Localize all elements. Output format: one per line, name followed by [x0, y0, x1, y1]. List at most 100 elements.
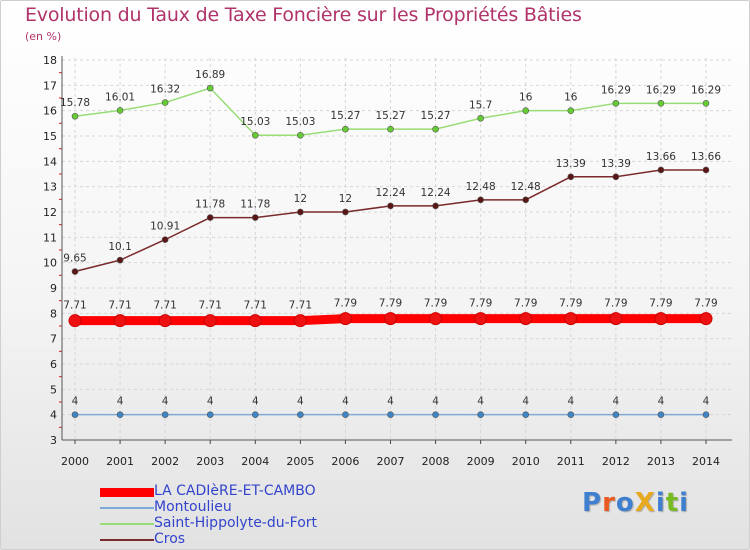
legend-item: Saint-Hippolyte-du-Fort	[100, 515, 360, 532]
data-label: 12	[339, 193, 352, 205]
data-point	[477, 411, 484, 418]
y-tick-label: 8	[50, 307, 57, 320]
data-point	[248, 314, 262, 328]
data-label: 15.7	[469, 99, 492, 111]
data-label: 7.79	[514, 298, 537, 310]
x-tick-label: 2009	[467, 455, 495, 468]
data-label: 16.29	[646, 84, 676, 96]
data-label: 10.91	[150, 221, 180, 233]
data-point	[203, 314, 217, 328]
data-point	[702, 166, 710, 174]
data-point	[612, 173, 620, 181]
data-label: 4	[342, 396, 349, 408]
data-point	[657, 411, 665, 418]
data-point	[116, 256, 124, 264]
data-point	[432, 202, 439, 210]
y-tick-label: 3	[50, 434, 57, 447]
data-label: 7.71	[63, 300, 86, 312]
x-tick-label: 2007	[377, 455, 405, 468]
x-tick-label: 2012	[602, 455, 630, 468]
data-label: 16	[564, 92, 578, 104]
data-point	[522, 107, 530, 114]
data-point	[657, 166, 665, 174]
data-point	[612, 411, 620, 418]
data-label: 13.39	[601, 158, 631, 170]
data-point	[251, 411, 259, 418]
data-label: 4	[117, 396, 124, 408]
y-tick-label: 4	[50, 409, 57, 422]
data-label: 4	[162, 396, 169, 408]
data-point	[251, 131, 259, 139]
data-point	[387, 202, 394, 210]
data-point	[699, 312, 713, 326]
data-label: 13.39	[556, 158, 586, 170]
data-label: 15.27	[330, 110, 360, 122]
proxiti-logo: ProXiti	[582, 488, 690, 518]
data-label: 16.29	[601, 84, 631, 96]
data-point	[702, 100, 710, 107]
x-tick-label: 2004	[241, 455, 269, 468]
data-point	[567, 411, 575, 418]
data-label: 4	[613, 396, 620, 408]
data-point	[297, 131, 304, 139]
data-label: 4	[432, 396, 439, 408]
legend: LA CADIèRE-ET-CAMBO Montoulieu Saint-Hippo…	[100, 483, 360, 548]
data-label: 7.79	[559, 298, 582, 310]
data-point	[477, 196, 484, 204]
data-label: 15.27	[421, 110, 451, 122]
y-tick-label: 7	[50, 333, 57, 346]
data-point	[68, 314, 82, 328]
y-tick-label: 10	[43, 257, 57, 270]
data-point	[71, 112, 79, 120]
data-label: 15.27	[375, 110, 405, 122]
data-point	[429, 312, 443, 326]
data-point	[432, 125, 439, 133]
data-label: 15.78	[60, 97, 90, 109]
data-label: 4	[567, 396, 574, 408]
data-point	[384, 312, 397, 326]
data-label: 4	[522, 396, 529, 408]
x-tick-label: 2005	[286, 455, 314, 468]
data-label: 13.66	[646, 151, 676, 163]
data-label: 13.66	[691, 151, 721, 163]
data-point	[474, 312, 488, 326]
x-tick-label: 2011	[557, 455, 585, 468]
x-tick-label: 2014	[692, 455, 720, 468]
data-label: 7.71	[199, 300, 222, 312]
y-tick-label: 14	[43, 155, 57, 168]
x-tick-label: 2000	[61, 455, 89, 468]
data-label: 7.71	[289, 300, 312, 312]
data-point	[342, 208, 349, 216]
data-label: 12.48	[511, 181, 541, 193]
data-point	[116, 107, 124, 114]
data-point	[338, 312, 352, 326]
data-point	[158, 314, 172, 328]
legend-item: Montoulieu	[100, 499, 360, 516]
data-point	[342, 411, 349, 418]
data-point	[567, 173, 575, 181]
legend-swatch	[100, 507, 154, 509]
data-label: 7.79	[649, 298, 672, 310]
legend-item: LA CADIèRE-ET-CAMBO	[100, 483, 360, 500]
y-tick-label: 12	[43, 206, 57, 219]
data-point	[206, 214, 214, 221]
legend-swatch	[100, 488, 154, 497]
x-tick-label: 2002	[151, 455, 179, 468]
data-point	[342, 125, 349, 133]
x-tick-label: 2003	[196, 455, 224, 468]
data-point	[297, 411, 304, 418]
data-point	[206, 411, 214, 418]
legend-item: Cros	[100, 531, 360, 548]
x-tick-label: 2006	[331, 455, 359, 468]
data-label: 12.24	[421, 187, 451, 199]
data-point	[161, 236, 169, 243]
data-label: 16.29	[691, 84, 721, 96]
data-label: 4	[658, 396, 665, 408]
data-label: 4	[387, 396, 394, 408]
data-point	[567, 107, 575, 114]
data-point	[657, 100, 665, 107]
legend-label: Montoulieu	[154, 499, 232, 515]
data-point	[116, 411, 124, 418]
data-point	[702, 411, 710, 418]
